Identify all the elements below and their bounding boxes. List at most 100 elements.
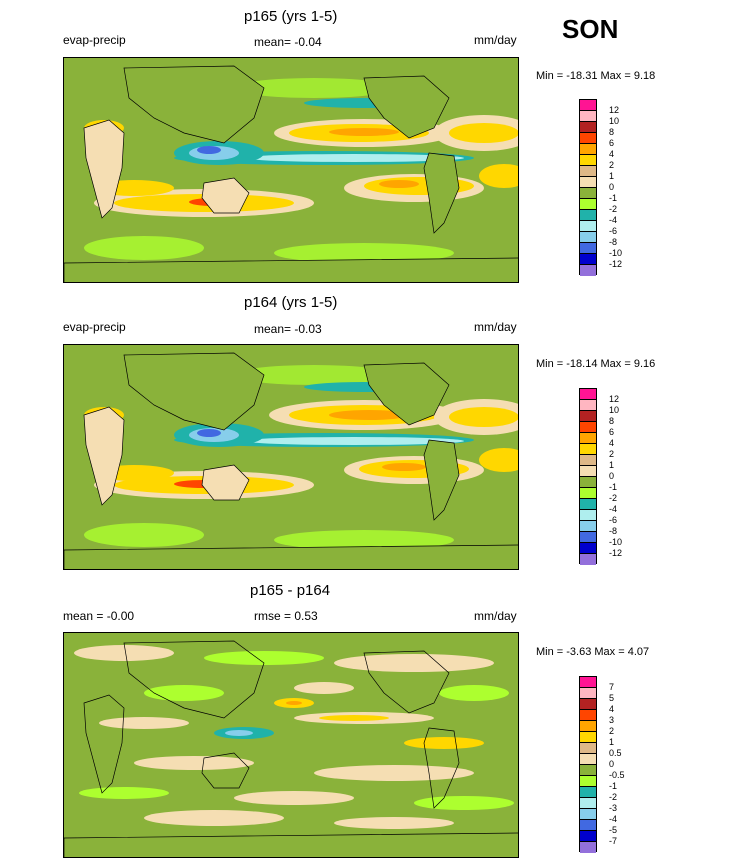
colorbar-swatch bbox=[580, 732, 596, 743]
colorbar-tick: 2 bbox=[609, 449, 615, 459]
colorbar-tick: -12 bbox=[609, 548, 623, 558]
colorbar-swatch bbox=[580, 199, 596, 210]
colorbar-swatch bbox=[580, 710, 596, 721]
colorbar-tick: 12 bbox=[609, 105, 620, 115]
colorbar-swatch bbox=[580, 554, 596, 565]
colorbar-swatch bbox=[580, 100, 596, 111]
colorbar-tick: -6 bbox=[609, 226, 618, 236]
colorbar-tick: 10 bbox=[609, 405, 620, 415]
colorbar-tick: -8 bbox=[609, 526, 618, 536]
colorbar-tick: -1 bbox=[609, 781, 618, 791]
colorbar-swatch bbox=[580, 754, 596, 765]
colorbar-tick: 1 bbox=[609, 737, 615, 747]
colorbar-swatch bbox=[580, 444, 596, 455]
colorbar-tick: 10 bbox=[609, 116, 620, 126]
colorbar-swatch bbox=[580, 831, 596, 842]
colorbar-swatch bbox=[580, 144, 596, 155]
colorbar-swatch bbox=[580, 743, 596, 754]
colorbar-tick: -4 bbox=[609, 215, 618, 225]
colorbar-tick: -1 bbox=[609, 482, 618, 492]
colorbar-swatch bbox=[580, 232, 596, 243]
colorbar-swatch bbox=[580, 243, 596, 254]
colorbar-tick: 0 bbox=[609, 759, 615, 769]
colorbar-tick: 2 bbox=[609, 160, 615, 170]
colorbar-tick: 4 bbox=[609, 704, 615, 714]
season-label: SON bbox=[562, 14, 619, 44]
panel-mean-label: mean= -0.03 bbox=[254, 322, 322, 336]
panel-mean-label: mean= -0.04 bbox=[254, 35, 322, 49]
panel-left-label: mean = -0.00 bbox=[63, 609, 135, 623]
colorbar-swatch bbox=[580, 155, 596, 166]
panel-units-label: mm/day bbox=[474, 320, 517, 334]
colorbar-swatch bbox=[580, 221, 596, 232]
panel-title: p165 - p164 bbox=[250, 582, 331, 599]
colorbar-tick: 1 bbox=[609, 171, 615, 181]
map-plot bbox=[63, 344, 519, 570]
colorbar-swatch bbox=[580, 265, 596, 276]
colorbar-tick: 4 bbox=[609, 149, 615, 159]
colorbar-tick: 1 bbox=[609, 460, 615, 470]
colorbar-tick: 6 bbox=[609, 138, 615, 148]
colorbar-swatch bbox=[580, 787, 596, 798]
colorbar-tick: 12 bbox=[609, 394, 620, 404]
panel-min-max: Min = -3.63 Max = 4.07 bbox=[536, 646, 650, 658]
colorbar-tick: 2 bbox=[609, 726, 615, 736]
colorbar-swatch bbox=[580, 776, 596, 787]
colorbar-swatch bbox=[580, 677, 596, 688]
colorbar-swatch bbox=[580, 809, 596, 820]
colorbar-tick: -6 bbox=[609, 515, 618, 525]
colorbar-swatch bbox=[580, 510, 596, 521]
colorbar-swatch bbox=[580, 499, 596, 510]
colorbar-1 bbox=[579, 99, 597, 276]
panel-min-max: Min = -18.14 Max = 9.16 bbox=[536, 358, 656, 370]
colorbar-swatch bbox=[580, 433, 596, 444]
panel-units-label: mm/day bbox=[474, 33, 517, 47]
colorbar-swatch bbox=[580, 521, 596, 532]
colorbar-swatch bbox=[580, 765, 596, 776]
colorbar-swatch bbox=[580, 699, 596, 710]
colorbar-tick: -12 bbox=[609, 259, 623, 269]
map-field bbox=[64, 633, 518, 857]
colorbar-swatch bbox=[580, 532, 596, 543]
colorbar-tick: 0 bbox=[609, 182, 615, 192]
colorbar-swatch bbox=[580, 422, 596, 433]
colorbar-tick: -2 bbox=[609, 792, 618, 802]
colorbar-tick: 8 bbox=[609, 416, 615, 426]
colorbar-swatch bbox=[580, 466, 596, 477]
panel-rmse-label: rmse = 0.53 bbox=[254, 609, 318, 623]
colorbar-tick: -4 bbox=[609, 504, 618, 514]
panel-title: p164 (yrs 1-5) bbox=[244, 294, 338, 311]
colorbar-tick: -0.5 bbox=[609, 770, 625, 780]
panel-min-max: Min = -18.31 Max = 9.18 bbox=[536, 70, 656, 82]
map-field bbox=[64, 58, 518, 282]
panel-left-label: evap-precip bbox=[63, 33, 126, 47]
colorbar-swatch bbox=[580, 133, 596, 144]
colorbar-tick: -10 bbox=[609, 537, 623, 547]
colorbar-swatch bbox=[580, 254, 596, 265]
colorbar-2 bbox=[579, 388, 597, 565]
colorbar-tick: 0 bbox=[609, 471, 615, 481]
colorbar-swatch bbox=[580, 210, 596, 221]
colorbar-tick: 8 bbox=[609, 127, 615, 137]
colorbar-swatch bbox=[580, 477, 596, 488]
colorbar-swatch bbox=[580, 188, 596, 199]
colorbar-tick: 0.5 bbox=[609, 748, 622, 758]
colorbar-swatch bbox=[580, 842, 596, 853]
colorbar-tick: -3 bbox=[609, 803, 618, 813]
colorbar-swatch bbox=[580, 400, 596, 411]
colorbar-swatch bbox=[580, 111, 596, 122]
colorbar-tick: -5 bbox=[609, 825, 618, 835]
colorbar-swatch bbox=[580, 488, 596, 499]
colorbar-swatch bbox=[580, 411, 596, 422]
colorbar-swatch bbox=[580, 166, 596, 177]
colorbar-swatch bbox=[580, 177, 596, 188]
map-plot bbox=[63, 57, 519, 283]
panel-title: p165 (yrs 1-5) bbox=[244, 8, 338, 25]
colorbar-tick: -8 bbox=[609, 237, 618, 247]
colorbar-tick: 4 bbox=[609, 438, 615, 448]
colorbar-tick: 5 bbox=[609, 693, 615, 703]
colorbar-tick: -7 bbox=[609, 836, 618, 846]
colorbar-swatch bbox=[580, 721, 596, 732]
colorbar-swatch bbox=[580, 688, 596, 699]
colorbar-tick: -10 bbox=[609, 248, 623, 258]
